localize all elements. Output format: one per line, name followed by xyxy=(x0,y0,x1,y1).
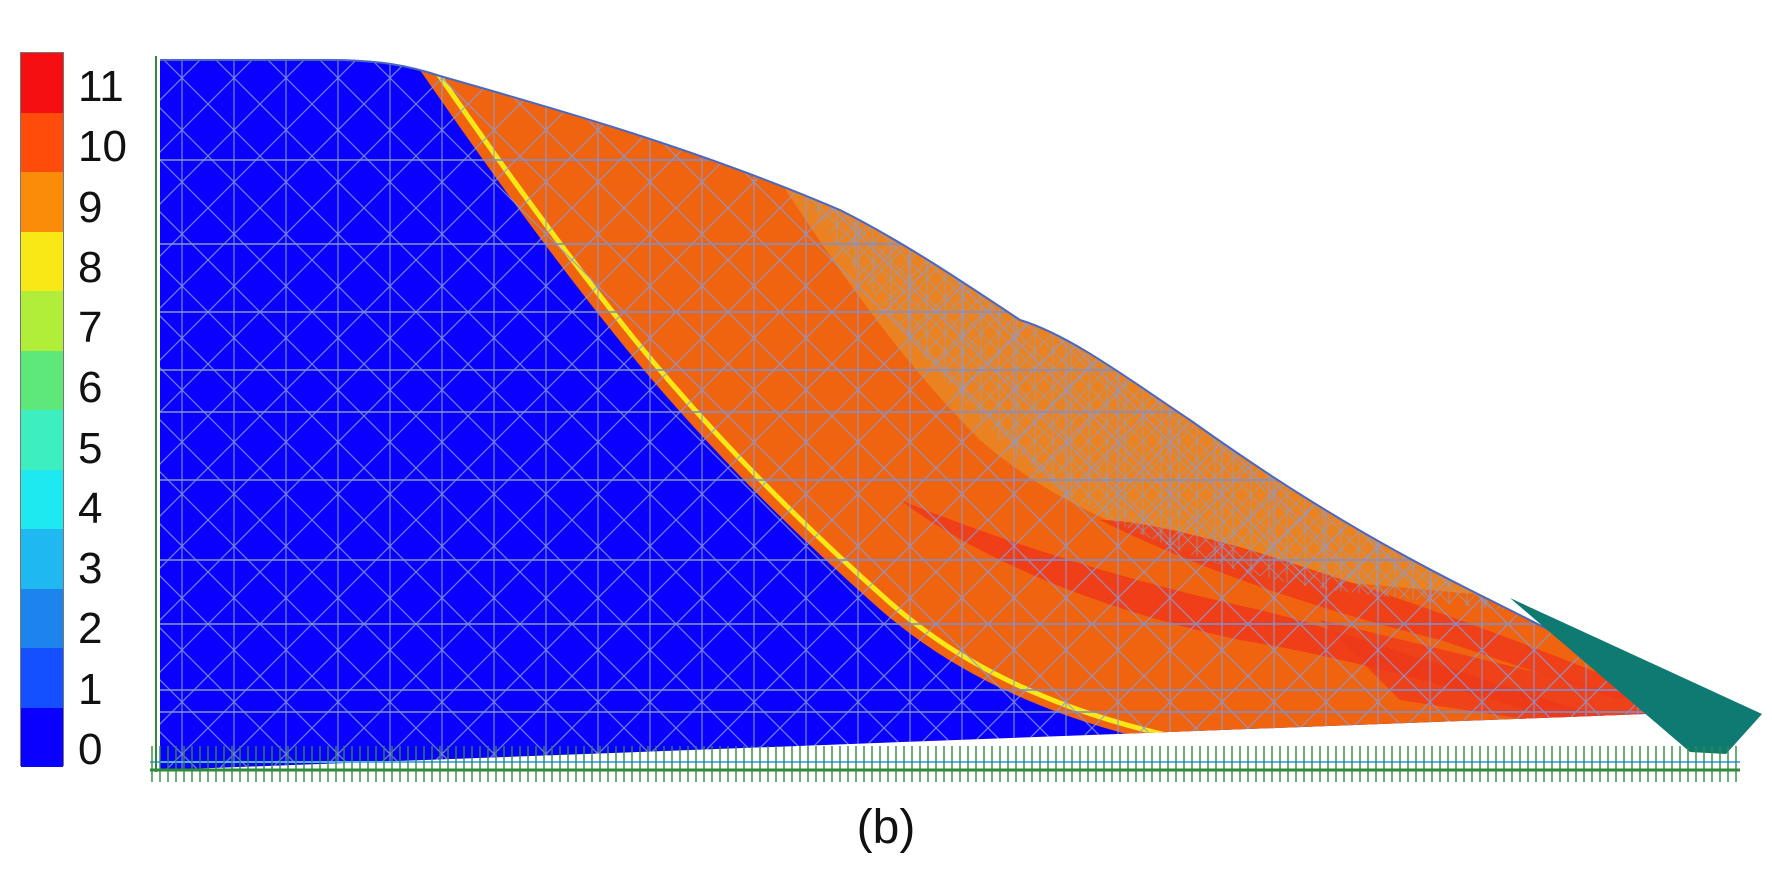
toe-block xyxy=(1510,598,1762,754)
legend-swatch-3 xyxy=(21,529,63,589)
legend-swatch-2 xyxy=(21,588,63,648)
legend-swatch-8 xyxy=(21,231,63,291)
legend-swatch-4 xyxy=(21,469,63,529)
legend-label-8: 8 xyxy=(78,242,103,292)
legend-label-6: 6 xyxy=(78,363,103,413)
legend-label-4: 4 xyxy=(78,483,103,533)
legend-swatch-9 xyxy=(21,172,63,232)
legend-label-0: 0 xyxy=(78,725,103,774)
support-ticks xyxy=(151,746,1737,782)
legend-label-10: 10 xyxy=(78,122,127,172)
legend-swatch-0 xyxy=(21,707,63,767)
legend-swatch-10 xyxy=(21,112,63,172)
legend-label-7: 7 xyxy=(78,303,103,353)
figure-caption: (b) xyxy=(856,801,916,854)
legend-label-2: 2 xyxy=(78,604,103,654)
slope-outline xyxy=(160,59,1701,713)
legend-swatch-7 xyxy=(21,291,63,351)
legend-label-9: 9 xyxy=(78,182,103,232)
color-legend xyxy=(20,52,64,767)
legend-swatch-11 xyxy=(21,53,63,113)
legend-label-5: 5 xyxy=(78,423,103,473)
legend-label-11: 11 xyxy=(78,62,124,112)
legend-label-3: 3 xyxy=(78,544,103,594)
legend-swatch-6 xyxy=(21,350,63,410)
legend-label-1: 1 xyxy=(78,664,103,714)
legend-swatch-5 xyxy=(21,410,63,470)
legend-swatch-1 xyxy=(21,648,63,708)
